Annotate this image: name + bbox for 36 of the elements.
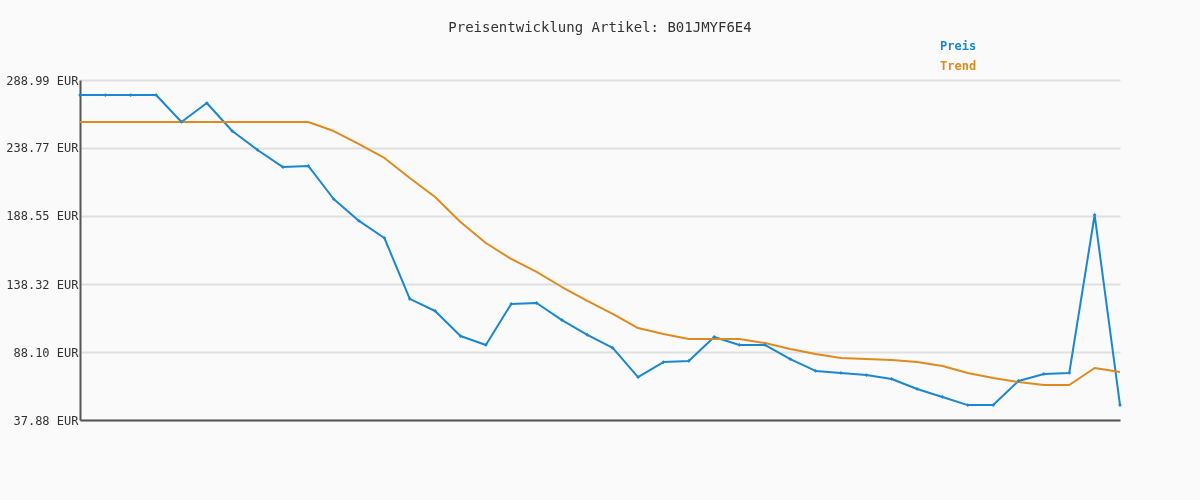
point — [661, 360, 666, 364]
point — [204, 101, 209, 105]
y-tick-label: 88.10 EUR — [13, 345, 80, 360]
point — [864, 373, 869, 377]
point — [1016, 379, 1021, 383]
point — [509, 302, 514, 306]
point — [331, 197, 336, 201]
point — [534, 301, 539, 305]
y-tick-label: 37.88 EUR — [13, 413, 80, 428]
point — [788, 357, 793, 361]
chart-title: Preisentwicklung Artikel: B01JMYF6E4 — [448, 19, 752, 35]
line-series — [78, 93, 1122, 407]
point — [458, 334, 463, 338]
point — [407, 297, 412, 301]
point — [255, 148, 260, 152]
point — [1092, 213, 1097, 217]
text: Trend — [940, 59, 977, 73]
point — [813, 369, 818, 373]
point — [1067, 371, 1072, 375]
point — [230, 129, 235, 133]
point — [889, 377, 894, 381]
point — [737, 343, 742, 347]
text: Preis — [940, 39, 977, 53]
point — [686, 359, 691, 363]
y-tick-label: 238.77 EUR — [6, 141, 80, 156]
point — [585, 333, 590, 337]
point — [103, 93, 108, 97]
y-tick-label: 288.99 EUR — [6, 73, 80, 88]
point — [610, 346, 615, 350]
y-tick-label: 188.55 EUR — [6, 209, 80, 224]
point — [306, 164, 311, 168]
y-tick-label: 138.32 EUR — [6, 277, 80, 292]
point — [179, 120, 184, 124]
point — [940, 395, 945, 399]
point — [382, 236, 387, 240]
line-series — [79, 120, 1121, 387]
